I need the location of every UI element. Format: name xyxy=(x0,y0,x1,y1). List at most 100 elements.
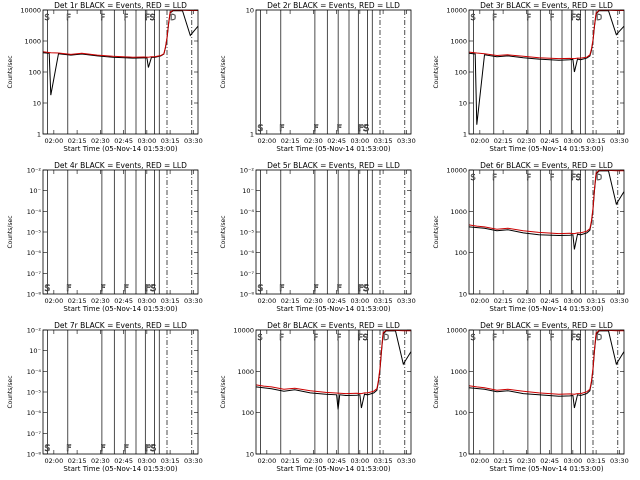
flag-label: S xyxy=(45,13,50,22)
y-tick-label: 10 xyxy=(459,451,467,459)
panel-det-8: Det 8r BLACK = Events, RED = LLD Counts/s… xyxy=(220,321,416,473)
y-tick-label: 10 xyxy=(459,100,467,108)
flag-label: F xyxy=(66,444,71,454)
x-tick-label: 02:30 xyxy=(517,137,536,145)
x-tick-label: 02:15 xyxy=(494,137,513,145)
y-tick-label: 1 xyxy=(37,131,41,139)
flag-label: S xyxy=(471,173,476,182)
flag-label: F xyxy=(279,124,284,134)
flag-label: F xyxy=(492,333,497,342)
flag-label: S xyxy=(576,13,581,22)
y-axis-label: Counts/sec xyxy=(220,375,227,408)
x-tick-label: 03:15 xyxy=(374,297,393,305)
x-tick-label: 03:30 xyxy=(397,137,416,145)
x-tick-label: 02:15 xyxy=(68,457,87,465)
y-axis-label: Counts/sec xyxy=(7,215,14,248)
flag-label: F xyxy=(550,173,555,182)
x-tick-label: 03:30 xyxy=(397,457,416,465)
x-axis-label: Start Time (05-Nov-14 01:53:00) xyxy=(276,465,390,473)
y-tick-label: 10000 xyxy=(446,167,467,175)
x-tick-label: 02:00 xyxy=(44,137,63,145)
x-tick-label: 03:30 xyxy=(610,457,629,465)
x-tick-label: 02:15 xyxy=(281,297,300,305)
x-tick-label: 02:15 xyxy=(494,297,513,305)
x-axis-label: Start Time (05-Nov-14 01:53:00) xyxy=(489,145,603,153)
x-tick-label: 03:15 xyxy=(161,137,180,145)
y-axis-label: Counts/sec xyxy=(7,55,14,88)
series-line-events xyxy=(43,11,198,95)
flag-label: S xyxy=(363,124,369,134)
flag-label: S xyxy=(471,13,476,22)
y-tick-label: 100 xyxy=(455,69,467,77)
x-tick-label: 02:45 xyxy=(114,137,133,145)
flag-label: F xyxy=(124,284,129,294)
x-tick-label: 03:00 xyxy=(350,297,369,305)
series-line-events xyxy=(469,171,624,250)
x-tick-label: 02:45 xyxy=(540,457,559,465)
x-tick-label: 03:15 xyxy=(161,297,180,305)
y-tick-label: 1000 xyxy=(450,368,467,376)
y-tick-label: 100 xyxy=(455,409,467,417)
flag-label: S xyxy=(258,333,263,342)
x-tick-label: 03:00 xyxy=(563,137,582,145)
panel-title: Det 4r BLACK = Events, RED = LLD xyxy=(54,161,187,170)
y-axis-label: Counts/sec xyxy=(7,375,14,408)
flag-label: S xyxy=(45,284,51,294)
x-tick-label: 03:15 xyxy=(587,457,606,465)
x-tick-label: 02:00 xyxy=(470,297,489,305)
x-tick-label: 02:15 xyxy=(494,457,513,465)
x-tick-label: 02:15 xyxy=(281,137,300,145)
y-tick-label: 10⁻⁴ xyxy=(27,208,42,216)
y-tick-label: 10⁻² xyxy=(27,327,42,335)
plot-frame xyxy=(469,10,624,134)
x-axis-label: Start Time (05-Nov-14 01:53:00) xyxy=(276,145,390,153)
y-tick-label: 10⁻⁸ xyxy=(27,451,42,459)
y-tick-label: 10000 xyxy=(233,327,254,335)
flag-label: S xyxy=(363,284,369,294)
corner-label: D xyxy=(596,173,602,182)
flag-label: F xyxy=(124,13,129,22)
y-tick-label: 10⁻⁳ xyxy=(242,187,254,195)
flag-label: F xyxy=(279,284,284,294)
series-line-events xyxy=(469,331,624,408)
x-tick-label: 02:45 xyxy=(540,137,559,145)
y-axis-label: Counts/sec xyxy=(433,55,440,88)
plot-frame xyxy=(43,10,198,134)
flag-label: F xyxy=(337,124,342,134)
y-tick-label: 10000 xyxy=(446,7,467,15)
x-tick-label: 02:45 xyxy=(540,297,559,305)
y-tick-label: 10000 xyxy=(20,7,41,15)
y-tick-label: 10⁻⁶ xyxy=(27,249,42,257)
plot-frame xyxy=(469,330,624,454)
x-tick-label: 03:15 xyxy=(587,297,606,305)
y-tick-label: 10 xyxy=(246,7,254,15)
y-tick-label: 1 xyxy=(463,131,467,139)
x-tick-label: 03:00 xyxy=(137,137,156,145)
flag-label: S xyxy=(363,333,368,342)
panel-det-5: Det 5r BLACK = Events, RED = LLDCounts/s… xyxy=(220,161,416,313)
panel-title: Det 9r BLACK = Events, RED = LLD xyxy=(480,321,613,330)
series-line-events xyxy=(256,331,411,410)
panel-title: Det 7r BLACK = Events, RED = LLD xyxy=(54,321,187,330)
flag-label: S xyxy=(471,333,476,342)
flag-label: F xyxy=(526,333,531,342)
panel-title: Det 6r BLACK = Events, RED = LLD xyxy=(480,161,613,170)
flag-label: F xyxy=(66,13,71,22)
series-line-events xyxy=(469,11,624,125)
y-tick-label: 10⁻⁵ xyxy=(240,229,255,237)
corner-label: D xyxy=(596,13,602,22)
flag-label: F xyxy=(550,333,555,342)
plot-frame xyxy=(43,170,198,294)
y-tick-label: 10⁻⁴ xyxy=(27,368,42,376)
y-tick-label: 10⁻⁵ xyxy=(27,229,42,237)
x-tick-label: 02:30 xyxy=(91,137,110,145)
panel-title: Det 3r BLACK = Events, RED = LLD xyxy=(480,1,613,10)
flag-label: F xyxy=(313,284,318,294)
flag-label: F xyxy=(492,13,497,22)
y-tick-label: 1 xyxy=(250,131,254,139)
x-tick-label: 03:00 xyxy=(137,297,156,305)
y-tick-label: 1000 xyxy=(450,38,467,46)
y-tick-label: 10⁻⁷ xyxy=(27,270,42,278)
panel-title: Det 1r BLACK = Events, RED = LLD xyxy=(54,1,187,10)
flag-label: F xyxy=(526,173,531,182)
